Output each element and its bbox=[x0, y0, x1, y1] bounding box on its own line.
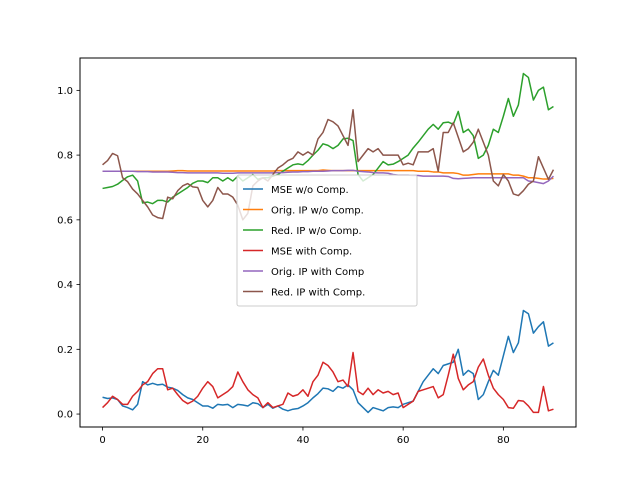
plot-frame bbox=[79, 57, 577, 428]
y-axis: 0.0 0.2 0.4 0.6 0.8 1.0 bbox=[57, 86, 80, 421]
y-tick-label: 0.6 bbox=[57, 215, 73, 226]
legend-label: MSE with Comp. bbox=[271, 247, 352, 258]
legend-label: Orig. IP with Comp bbox=[271, 267, 364, 278]
y-tick-label: 0.0 bbox=[57, 410, 73, 421]
y-tick-label: 1.0 bbox=[57, 86, 73, 97]
x-tick-label: 0 bbox=[99, 435, 105, 446]
legend-label: Red. IP with Comp. bbox=[271, 288, 365, 299]
y-tick-label: 0.4 bbox=[57, 280, 73, 291]
x-tick-label: 20 bbox=[196, 435, 209, 446]
legend-box bbox=[236, 174, 418, 307]
x-tick-label: 80 bbox=[497, 435, 510, 446]
legend-label: Orig. IP w/o Comp. bbox=[271, 206, 364, 217]
x-axis: 0 20 40 60 80 bbox=[99, 427, 510, 446]
y-tick-label: 0.8 bbox=[57, 151, 73, 162]
series-line-0 bbox=[102, 309, 554, 414]
series-line-5 bbox=[102, 109, 555, 221]
legend-label: MSE w/o Comp. bbox=[271, 185, 349, 196]
legend-label: Red. IP w/o Comp. bbox=[271, 226, 362, 237]
series-line-4 bbox=[102, 169, 554, 185]
series-layer bbox=[102, 72, 555, 414]
series-line-2 bbox=[102, 72, 554, 205]
x-tick-label: 40 bbox=[297, 435, 310, 446]
legend: MSE w/o Comp. Orig. IP w/o Comp. Red. IP w… bbox=[236, 174, 418, 307]
y-tick-label: 0.2 bbox=[57, 345, 73, 356]
x-tick-label: 60 bbox=[397, 435, 410, 446]
series-line-3 bbox=[102, 351, 554, 414]
